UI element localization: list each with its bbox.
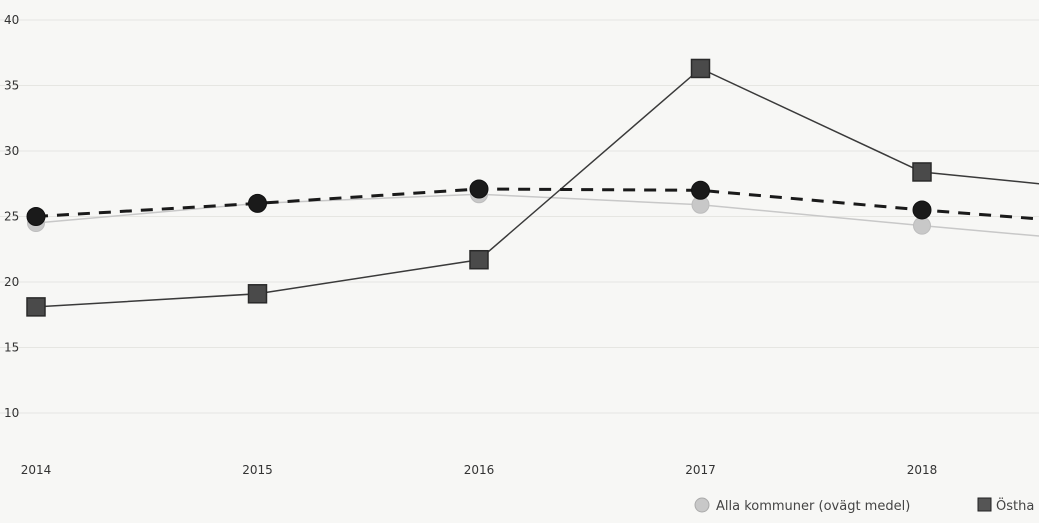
series-line-1: [35, 67, 1039, 308]
y-tick-label: 25: [4, 210, 19, 224]
data-point-square: [690, 58, 711, 79]
x-tick-label: 2016: [464, 463, 495, 477]
data-point-circle: [26, 207, 46, 226]
y-axis-ticks: 10 15 20 25 30 35 40: [4, 13, 19, 420]
series-markers: [26, 58, 932, 317]
data-point-circle: [469, 179, 489, 199]
x-tick-label: 2018: [907, 463, 938, 477]
series-line-2: [35, 187, 1039, 221]
data-point-square: [912, 162, 932, 182]
legend: Alla kommuner (ovägt medel) Östha: [694, 497, 1034, 514]
data-point-circle: [691, 180, 710, 200]
series-line-0: [35, 193, 1039, 237]
legend-square-icon: [977, 497, 992, 512]
data-point-circle: [248, 193, 267, 213]
x-axis-ticks: 2014 2015 2016 2017 2018: [21, 463, 938, 477]
legend-label: Östha: [996, 497, 1034, 514]
series-lines: [35, 67, 1039, 308]
data-point-circle: [913, 216, 931, 235]
data-point-square: [469, 249, 489, 270]
legend-label: Alla kommuner (ovägt medel): [716, 499, 910, 514]
legend-circle-icon: [694, 497, 710, 513]
x-tick-label: 2015: [242, 463, 273, 477]
x-tick-label: 2017: [685, 463, 716, 477]
data-point-square: [247, 284, 268, 304]
x-tick-label: 2014: [21, 463, 52, 477]
y-tick-label: 40: [4, 13, 19, 27]
y-tick-label: 20: [4, 275, 19, 289]
y-tick-label: 30: [4, 144, 19, 158]
y-tick-label: 35: [4, 79, 19, 93]
y-tick-label: 15: [4, 341, 19, 355]
grid-lines: [0, 19, 1039, 414]
y-tick-label: 10: [4, 406, 19, 420]
data-point-square: [26, 297, 46, 317]
data-point-circle: [912, 200, 932, 220]
